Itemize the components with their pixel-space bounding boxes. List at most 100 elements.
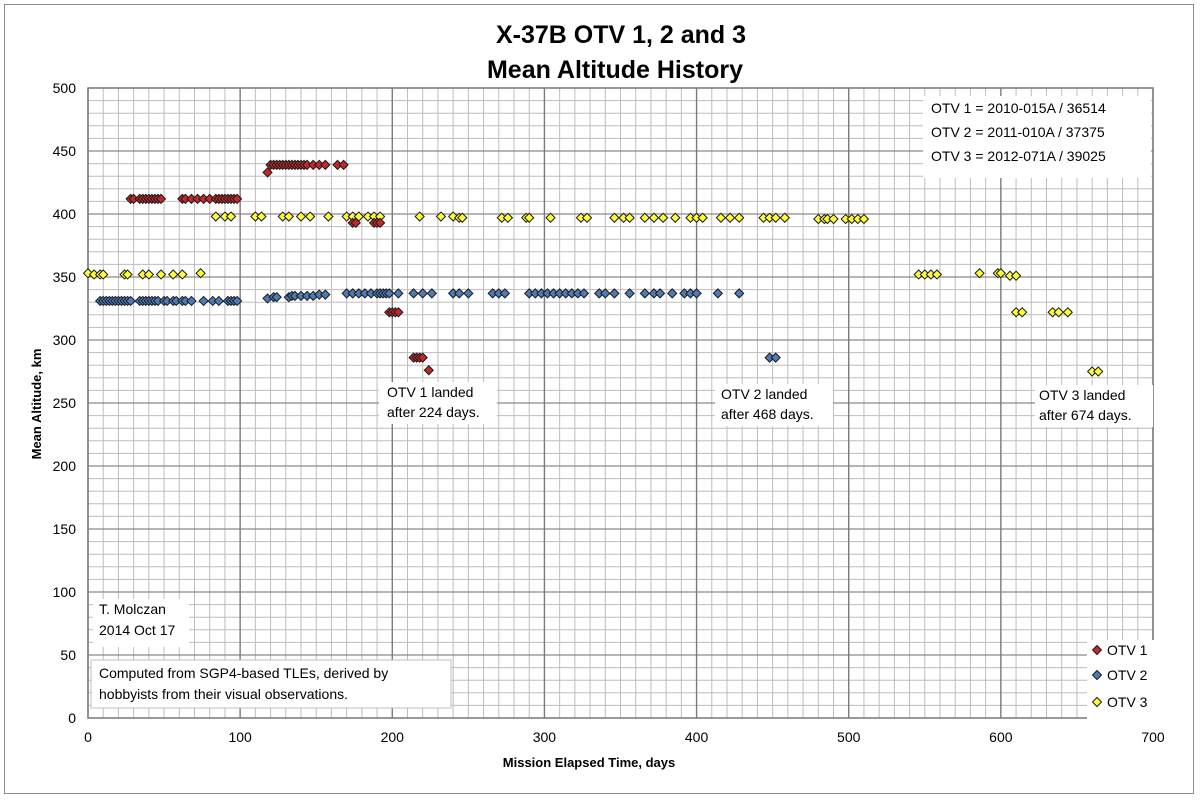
y-tick-label: 200 (53, 458, 77, 474)
x-tick-label: 100 (228, 729, 252, 745)
otv3-point (581, 212, 593, 223)
chart-title-line-1: X-37B OTV 1, 2 and 3 (496, 21, 746, 49)
otv3-point (648, 212, 660, 223)
legend-marker-otv3 (1091, 696, 1103, 708)
legend-markers (1091, 644, 1103, 708)
otv3-point (724, 212, 736, 223)
otv1-point (155, 193, 167, 205)
otv3-point (1062, 307, 1074, 318)
y-tick-label: 400 (53, 206, 77, 222)
y-tick-label: 300 (53, 332, 77, 348)
otv3-point (1016, 307, 1028, 318)
legend-marker-otv1 (1091, 644, 1103, 656)
otv3-point (155, 269, 167, 280)
id-line-otv3: OTV 3 = 2012-071A / 39025 (931, 148, 1106, 164)
otv2-landed-line-2: after 468 days. (721, 406, 814, 422)
otv1-point (393, 307, 404, 318)
otv2-point (654, 288, 666, 299)
y-tick-label: 450 (53, 143, 77, 159)
otv3-point (295, 211, 307, 222)
otv3-point (545, 212, 556, 223)
x-tick-label: 0 (84, 729, 92, 745)
otv2-point (213, 295, 225, 307)
otv2-point (609, 288, 620, 299)
otv1-point (374, 217, 386, 229)
otv3-point (697, 212, 708, 223)
otv2-point (198, 295, 209, 307)
satellite-id-box: OTV 1 = 2010-015A / 36514 OTV 2 = 2011-0… (923, 96, 1151, 178)
x-tick-label: 400 (685, 729, 709, 745)
otv1-point (320, 159, 331, 171)
otv3-point (304, 211, 316, 222)
legend-label-otv1: OTV 1 (1107, 642, 1148, 658)
id-line-otv2: OTV 2 = 2011-010A / 37375 (931, 124, 1105, 140)
otv2-point (733, 288, 745, 299)
otv3-point (770, 212, 781, 223)
otv3-point (256, 211, 267, 222)
otv2-point (667, 288, 678, 299)
otv3-point (931, 269, 943, 280)
otv1-point (417, 352, 428, 363)
y-tick-labels: 0 50 100 150 200 250 300 350 400 450 500 (53, 80, 77, 726)
otv2-point (499, 288, 511, 299)
otv2-point (320, 289, 331, 300)
otv3-point (210, 211, 222, 222)
otv3-point (143, 269, 155, 280)
otv2-point (600, 288, 611, 299)
otv3-point (502, 212, 514, 223)
otv1-point (350, 217, 361, 229)
y-tick-label: 50 (60, 647, 76, 663)
otv3-point (733, 212, 745, 223)
x-tick-label: 700 (1141, 729, 1165, 745)
grid (87, 87, 1154, 719)
otv3-point (195, 268, 206, 279)
data-points (82, 159, 1104, 377)
otv1-point (423, 365, 435, 376)
y-tick-label: 350 (53, 269, 77, 285)
x-axis-label: Mission Elapsed Time, days (503, 755, 675, 770)
otv3-landed-line-1: OTV 3 landed (1039, 387, 1125, 403)
otv3-point (1053, 307, 1064, 318)
otv2-point (271, 291, 282, 303)
otv3-point (167, 269, 179, 280)
otv2-point (426, 288, 438, 299)
otv3-landed-note: OTV 3 landed after 674 days. (1035, 385, 1153, 427)
otv3-point (122, 269, 133, 280)
otv1-landed-note: OTV 1 landed after 224 days. (379, 382, 497, 424)
otv2-point (125, 295, 136, 307)
x-tick-label: 500 (837, 729, 861, 745)
legend-marker-otv2 (1091, 669, 1103, 681)
otv2-point (417, 288, 428, 299)
otv3-point (457, 212, 468, 223)
otv3-landed-line-2: after 674 days. (1039, 407, 1132, 423)
y-tick-label: 250 (53, 395, 77, 411)
otv2-point (186, 295, 197, 307)
altitude-chart: 0 100 200 300 400 500 600 700 0 50 100 150 200 250 30… (29, 21, 1165, 770)
x-tick-label: 200 (381, 729, 405, 745)
otv2-landed-note: OTV 2 landed after 468 days. (715, 384, 833, 426)
otv2-point (463, 288, 474, 299)
y-tick-label: 500 (53, 80, 77, 96)
otv3-point (323, 211, 334, 222)
otv3-point (974, 268, 985, 279)
x-tick-labels: 0 100 200 300 400 500 600 700 (84, 729, 1165, 745)
source-line-2: hobbyists from their visual observations… (99, 686, 348, 702)
x-tick-label: 600 (989, 729, 1013, 745)
otv3-point (524, 212, 535, 223)
otv3-point (283, 211, 295, 222)
author-box: T. Molczan 2014 Oct 17 (93, 599, 189, 647)
otv3-point (624, 212, 635, 223)
author-date: 2014 Oct 17 (99, 622, 175, 638)
source-line-1: Computed from SGP4-based TLEs, derived b… (99, 665, 388, 681)
otv2-point (231, 295, 243, 307)
otv3-point (98, 269, 109, 280)
otv2-point (393, 288, 404, 299)
otv2-point (384, 288, 395, 299)
otv1-point (262, 167, 273, 178)
otv3-point (609, 212, 620, 223)
otv1-landed-line-1: OTV 1 landed (387, 384, 473, 400)
otv3-point (858, 213, 870, 225)
otv2-landed-line-1: OTV 2 landed (721, 386, 807, 402)
otv3-point (1093, 366, 1104, 377)
legend-label-otv2: OTV 2 (1107, 667, 1148, 683)
